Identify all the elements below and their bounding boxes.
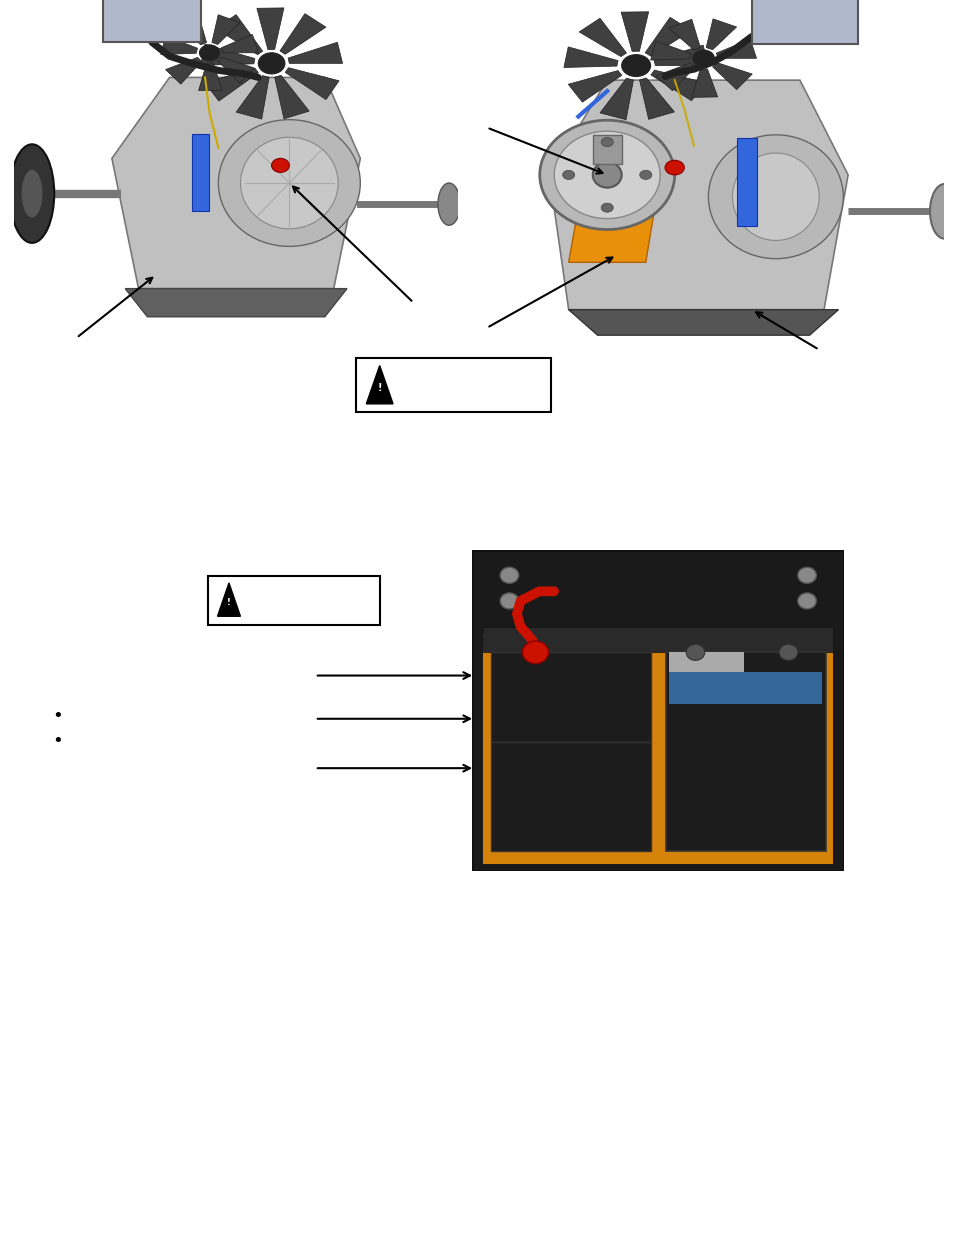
Ellipse shape [554,131,659,219]
Polygon shape [568,310,838,335]
Polygon shape [716,40,756,58]
Polygon shape [200,44,254,65]
Ellipse shape [437,183,459,225]
Bar [483,556,832,634]
Ellipse shape [240,137,337,228]
Ellipse shape [797,567,816,583]
Polygon shape [644,17,691,57]
Text: •: • [52,708,63,725]
Ellipse shape [199,44,219,61]
Bar [355,358,551,412]
Polygon shape [274,75,309,119]
Bar [490,742,650,851]
Polygon shape [125,289,347,317]
Bar [751,0,857,43]
Polygon shape [568,70,621,103]
Bar [737,138,756,226]
Polygon shape [563,47,618,68]
Polygon shape [655,63,695,90]
Polygon shape [198,63,222,90]
Ellipse shape [600,137,613,147]
Ellipse shape [10,144,54,243]
Ellipse shape [708,135,842,258]
Polygon shape [650,70,704,101]
Polygon shape [217,583,240,616]
Polygon shape [177,15,206,44]
Bar [192,133,210,211]
Ellipse shape [522,641,548,663]
Bar [592,135,621,164]
Polygon shape [650,41,690,61]
Ellipse shape [797,593,816,609]
Ellipse shape [218,120,360,247]
Text: !: ! [227,598,231,608]
Text: •: • [52,732,63,750]
Polygon shape [288,42,342,63]
Ellipse shape [664,161,683,175]
Bar [665,652,825,851]
Polygon shape [654,46,708,65]
Polygon shape [205,68,258,101]
Ellipse shape [499,593,518,609]
Polygon shape [217,57,254,83]
Ellipse shape [499,567,518,583]
Polygon shape [578,19,626,57]
Ellipse shape [929,184,953,238]
Polygon shape [691,69,717,98]
Polygon shape [366,366,393,404]
Ellipse shape [258,53,285,74]
Polygon shape [705,19,736,49]
Ellipse shape [562,170,574,179]
Polygon shape [712,63,752,90]
Polygon shape [279,14,326,54]
Polygon shape [639,78,674,120]
Bar [103,0,200,42]
Bar [490,652,650,742]
Polygon shape [568,146,664,262]
Polygon shape [620,12,648,52]
Polygon shape [599,78,633,120]
Ellipse shape [539,120,674,230]
Polygon shape [166,57,201,84]
Ellipse shape [600,203,613,212]
Bar [669,652,743,672]
Polygon shape [221,35,258,53]
Polygon shape [256,7,284,49]
Ellipse shape [685,645,704,661]
Ellipse shape [692,51,714,67]
Bar [483,634,832,864]
Polygon shape [112,78,360,289]
Polygon shape [161,36,197,54]
Polygon shape [549,80,847,310]
Polygon shape [285,68,338,100]
Ellipse shape [639,170,651,179]
Polygon shape [215,15,262,54]
Ellipse shape [732,153,819,241]
Polygon shape [668,20,700,51]
Text: !: ! [377,383,381,393]
Polygon shape [235,75,269,119]
Ellipse shape [272,158,289,173]
Bar [208,576,379,625]
Polygon shape [212,15,239,44]
Ellipse shape [621,54,650,77]
Ellipse shape [779,645,797,661]
Bar [669,672,821,704]
Ellipse shape [592,162,621,188]
Ellipse shape [21,169,43,219]
Bar [483,626,832,652]
